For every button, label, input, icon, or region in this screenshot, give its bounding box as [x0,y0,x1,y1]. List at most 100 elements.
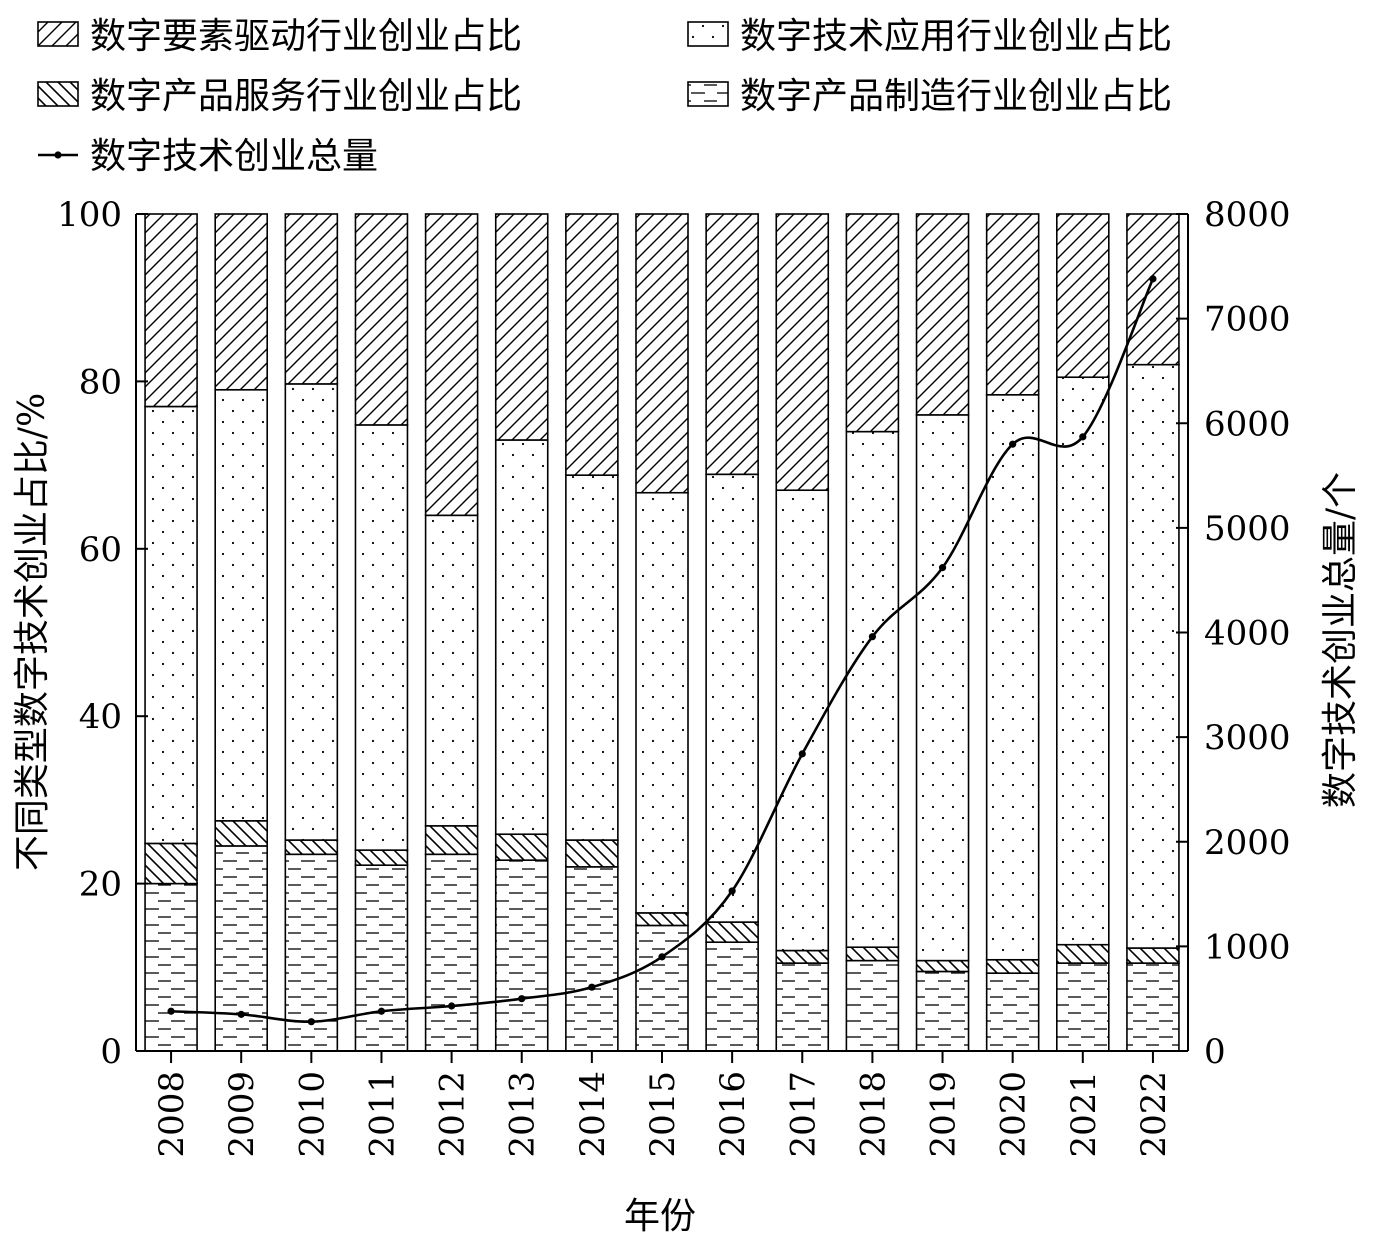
x-tick-label: 2009 [222,1071,262,1158]
bar-2014-dots [565,474,619,841]
bar-2008-slash [144,213,198,408]
left-y-tick-label: 0 [100,1032,122,1072]
bar-2014-slash [565,213,619,476]
bar-2015-backslash [635,912,689,927]
bar-2013-dashes [494,859,549,1052]
bar-2022-dots [1126,363,1180,949]
x-tick-label: 2010 [292,1071,332,1158]
left-y-tick-label: 60 [79,530,122,570]
bar-2013-dots [494,439,549,836]
bar-2018-dashes [845,959,900,1052]
bar-2018-dots [845,430,900,949]
bar-2019-slash [915,213,970,416]
legend-label: 数字产品服务行业创业占比 [90,76,522,117]
left-y-tick-label: 20 [79,865,122,905]
bar-2021-backslash [1056,943,1110,964]
x-tick-label: 2017 [783,1071,823,1158]
total-point-2018 [868,633,877,641]
legend-label: 数字产品制造行业创业占比 [740,76,1172,117]
bar-2015-dots [635,491,689,914]
x-tick-label: 2018 [853,1071,893,1158]
bar-2013-slash [494,213,549,441]
bar-2010-slash [284,213,339,385]
x-tick-label: 2012 [433,1071,473,1158]
bar-2010-backslash [284,839,339,856]
bar-2018-backslash [845,946,900,962]
bar-2017-slash [775,213,830,492]
x-tick-label: 2021 [1064,1071,1104,1158]
x-tick-label: 2015 [643,1071,683,1158]
total-line [167,275,1157,1026]
legend-line-marker [54,151,62,159]
bar-2011-slash [354,213,409,426]
bar-2012-slash [424,213,479,517]
bar-2020-dashes [985,972,1040,1052]
left-y-tick-label: 40 [79,697,122,737]
bar-2021-dots [1056,376,1110,946]
x-tick-label: 2013 [503,1071,543,1158]
legend-swatch-backslash [37,81,79,107]
total-point-2013 [518,995,526,1003]
bar-2016-backslash [705,921,759,943]
bar-2011-dashes [354,864,409,1052]
right-y-tick-label: 7000 [1204,300,1291,340]
bar-2010-dots [284,383,339,841]
legend-swatch-dots [687,21,729,47]
bar-2019-dots [915,414,970,962]
bar-2018-slash [845,213,900,433]
bar-2019-backslash [915,959,970,973]
bar-2016-slash [705,213,759,476]
bar-2019-dashes [915,970,970,1052]
legend-swatch-dashes [687,81,729,107]
bar-2021-dashes [1056,962,1110,1052]
bar-2020-dots [985,393,1040,961]
right-y-tick-label: 3000 [1204,718,1291,758]
bar-2009-dots [214,388,268,822]
bar-2012-dashes [424,853,479,1052]
x-axis-title: 年份 [624,1196,696,1237]
bar-2022-slash [1126,213,1180,366]
bar-2011-dots [354,424,409,851]
bar-2016-dots [705,473,759,923]
total-point-2008 [167,1007,175,1015]
bar-2008-dots [144,405,198,845]
bar-2008-dashes [144,882,198,1052]
total-point-2009 [237,1010,245,1018]
bar-2014-dashes [565,866,619,1052]
axis-labels: 年份 不同类型数字技术创业占比/% 数字技术创业总量/个 [12,393,1361,1237]
x-tick-label: 2022 [1134,1071,1174,1158]
legend-label: 数字技术创业总量 [90,136,378,177]
x-tick-label: 2020 [994,1071,1034,1158]
x-tick-label: 2011 [362,1071,402,1158]
right-y-tick-label: 5000 [1204,509,1291,549]
total-point-2016 [728,887,736,895]
legend-swatch-slash [37,21,79,47]
right-y-tick-label: 1000 [1204,927,1291,967]
left-y-axis-title: 不同类型数字技术创业占比/% [12,393,53,871]
right-y-tick-label: 0 [1204,1032,1226,1072]
bar-2017-dashes [775,962,830,1052]
total-point-2011 [377,1007,386,1015]
bar-2021-slash [1056,213,1110,379]
bar-2020-slash [985,213,1040,396]
bar-2022-dashes [1126,962,1180,1052]
bar-2009-slash [214,213,268,391]
right-y-tick-label: 8000 [1204,195,1291,235]
legend-label: 数字要素驱动行业创业占比 [90,16,522,57]
x-tick-label: 2014 [573,1071,613,1158]
right-y-axis-title: 数字技术创业总量/个 [1320,472,1361,808]
bar-2009-backslash [214,820,268,847]
right-y-tick-label: 2000 [1204,823,1291,863]
bar-2013-backslash [494,833,549,861]
bar-2009-dashes [214,845,268,1052]
bar-2017-backslash [775,949,830,964]
bar-2020-backslash [985,958,1040,974]
left-y-tick-label: 80 [79,362,122,402]
x-tick-label: 2016 [713,1071,753,1158]
bar-2016-dashes [705,941,759,1052]
bar-2022-backslash [1126,947,1180,964]
right-y-tick-label: 4000 [1204,614,1291,654]
bar-2015-slash [635,213,689,494]
